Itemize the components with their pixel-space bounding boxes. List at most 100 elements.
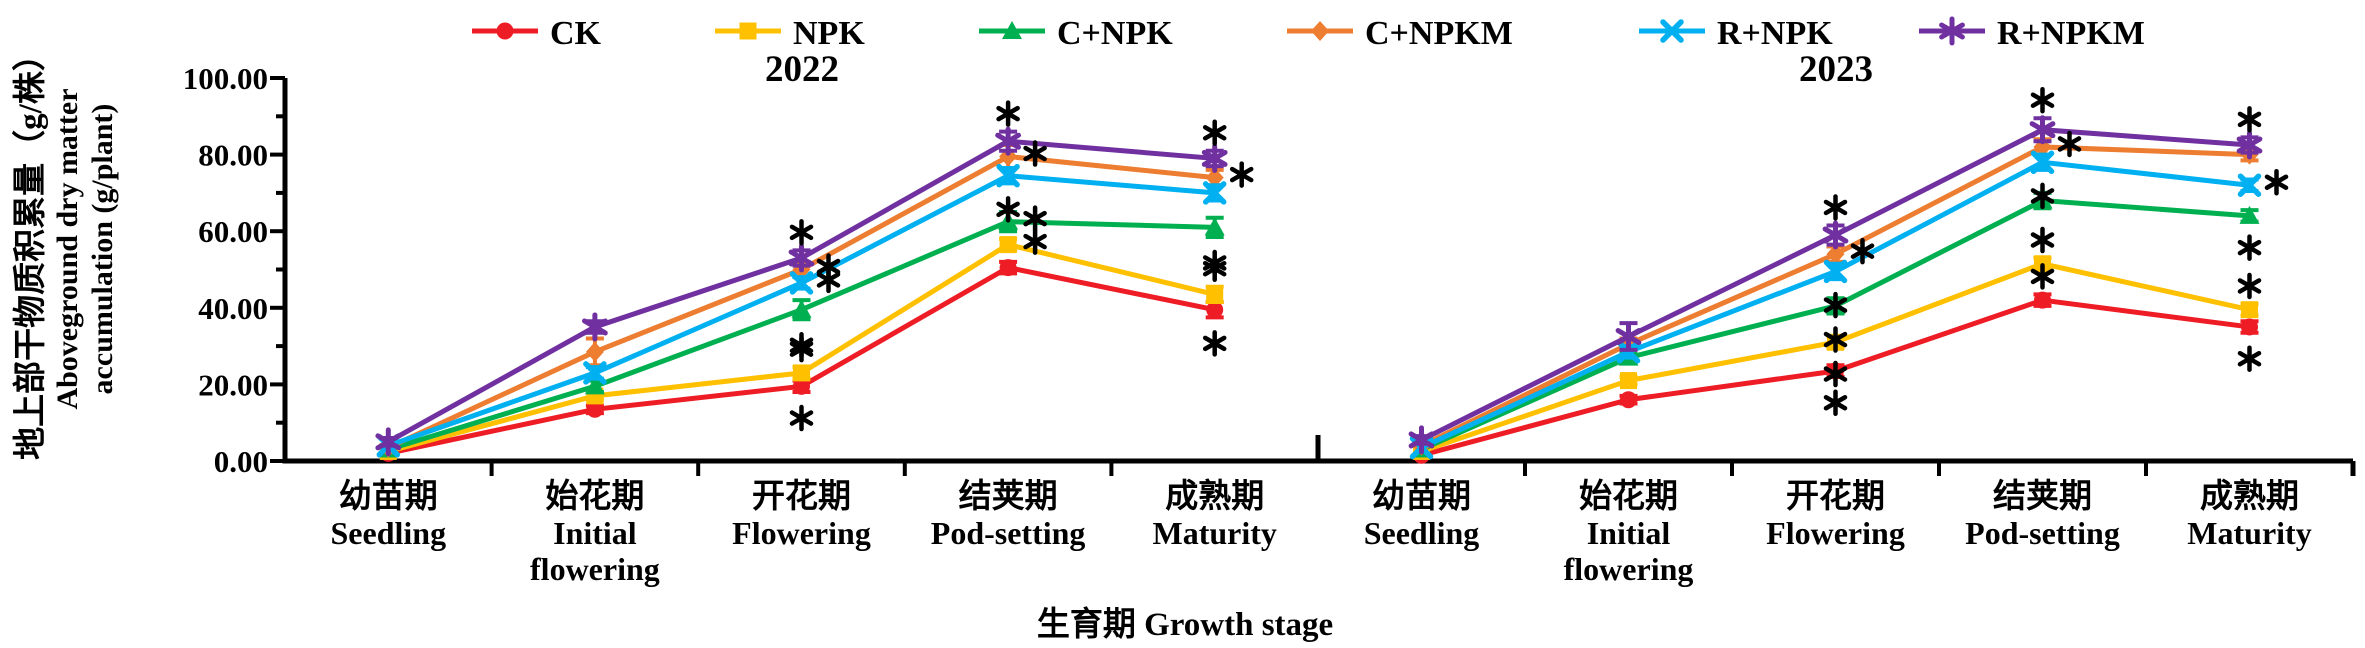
significance-asterisk <box>789 219 814 246</box>
data-point-marker <box>791 299 812 318</box>
legend-label: R+NPK <box>1717 15 1833 52</box>
data-point-marker <box>1206 285 1224 303</box>
stage-label-en: Maturity <box>1152 515 1276 551</box>
y-axis-title: 地上部干物质积累量（g/株） Aboveground dry matter ac… <box>12 28 120 470</box>
stage-label-zh: 成熟期 <box>2200 478 2299 515</box>
significance-asterisk <box>789 404 814 432</box>
significance-asterisk <box>996 100 1020 127</box>
legend: CK NPK C+NPK C+NPKM R+NPK R+NPKM <box>472 15 2145 52</box>
y-tick-label: 80.00 <box>198 138 268 173</box>
significance-asterisk <box>1229 161 1254 188</box>
y-axis-title-zh: 地上部干物质积累量（g/株） <box>13 38 49 460</box>
significance-asterisk <box>2264 168 2289 196</box>
stage-label-zh: 始花期 <box>545 478 644 515</box>
significance-asterisk <box>2237 272 2262 300</box>
data-point-marker <box>2239 205 2260 224</box>
data-point-marker <box>585 341 604 362</box>
significance-asterisk <box>2237 106 2262 133</box>
significance-asterisk <box>1202 119 1227 147</box>
y-axis-title-en-line1: Aboveground dry matter <box>51 88 84 410</box>
y-tick-label: 60.00 <box>198 214 268 249</box>
stage-label-en: Pod-setting <box>931 515 1086 551</box>
stage-label-en: Maturity <box>2187 515 2311 551</box>
stage-label-zh: 结荚期 <box>959 478 1058 515</box>
y-axis-title-en-line2: accumulation (g/plant) <box>86 103 119 395</box>
legend-item-C+NPKM: C+NPKM <box>1287 15 1513 52</box>
data-point-marker <box>375 427 402 457</box>
data-point-marker <box>496 22 514 40</box>
significance-asterisk <box>1202 255 1227 282</box>
data-point-marker <box>1201 143 1228 173</box>
significance-asterisk <box>2030 263 2055 290</box>
data-point-marker <box>2034 291 2051 309</box>
significance-2023 <box>1823 86 2289 416</box>
stage-label-en: Initial <box>553 515 637 551</box>
stage-labels: 幼苗期Seedling始花期Initialflowering开花期Floweri… <box>331 478 2312 587</box>
significance-asterisk <box>1023 140 1047 167</box>
significance-asterisk <box>2057 130 2082 158</box>
data-point-marker <box>1620 391 1637 409</box>
data-point-marker <box>1002 21 1022 39</box>
stage-label-en: flowering <box>1564 551 1694 587</box>
panel-year-label-2023: 2023 <box>1799 49 1873 90</box>
legend-item-C+NPK: C+NPK <box>979 15 1173 52</box>
significance-asterisk <box>1823 360 1848 388</box>
stage-label-zh: 结荚期 <box>1993 478 2092 515</box>
significance-asterisk <box>816 266 841 294</box>
series-line <box>387 138 1215 445</box>
data-point-marker <box>2241 301 2258 319</box>
legend-label: CK <box>550 15 602 52</box>
series-NPK-2023 <box>1413 255 2259 460</box>
legend-item-NPK: NPK <box>715 15 865 52</box>
series-R+NPKM-2022 <box>375 126 1228 457</box>
stage-label-zh: 成熟期 <box>1165 478 1264 515</box>
data-point-marker <box>1939 16 1965 46</box>
axes <box>270 76 2356 476</box>
stage-label-en: flowering <box>530 551 660 587</box>
data-point-marker <box>2030 150 2055 175</box>
significance-asterisk <box>1202 330 1227 357</box>
data-point-marker <box>996 163 1020 188</box>
data-point-marker <box>1205 167 1224 188</box>
data-point-marker <box>2236 130 2263 160</box>
data-point-marker <box>1826 244 1845 265</box>
data-point-marker <box>2237 173 2262 197</box>
legend-item-CK: CK <box>472 15 602 52</box>
data-point-marker <box>1660 19 1684 43</box>
data-point-marker <box>793 377 810 395</box>
significance-asterisk <box>1823 194 1848 221</box>
stage-label-zh: 幼苗期 <box>1372 478 1471 515</box>
data-point-marker <box>788 243 815 273</box>
data-point-marker <box>999 259 1017 277</box>
data-point-marker <box>1206 301 1224 319</box>
y-tick-label: 20.00 <box>198 367 268 402</box>
significance-asterisk <box>2237 234 2262 261</box>
data-point-marker <box>2029 115 2056 145</box>
y-tick-label: 100.00 <box>183 61 268 96</box>
data-point-marker <box>995 126 1021 156</box>
data-point-marker <box>1615 322 1642 352</box>
stage-label-en: Flowering <box>732 515 871 551</box>
legend-label: NPK <box>793 15 865 52</box>
data-point-marker <box>1822 220 1849 250</box>
data-point-marker <box>2241 318 2258 336</box>
series-R+NPK-2023 <box>1409 150 2262 460</box>
stage-label-zh: 始花期 <box>1579 478 1678 515</box>
significance-asterisk <box>1823 291 1848 319</box>
data-point-marker <box>789 271 814 295</box>
y-tick-labels: 0.00 20.00 40.00 60.00 80.00 100.00 <box>183 61 268 479</box>
stage-label-zh: 开花期 <box>752 478 851 515</box>
significance-asterisk <box>1823 326 1848 353</box>
legend-label: C+NPKM <box>1365 15 1513 52</box>
stage-label-en: Initial <box>1587 515 1671 551</box>
data-point-marker <box>586 400 604 418</box>
significance-asterisk <box>1823 389 1848 416</box>
stage-label-en: Flowering <box>1766 515 1905 551</box>
stage-label-zh: 幼苗期 <box>339 478 438 515</box>
data-point-marker <box>1311 21 1329 41</box>
stage-label-zh: 开花期 <box>1786 478 1885 515</box>
y-tick-label: 0.00 <box>214 444 268 479</box>
panel-year-label-2022: 2022 <box>765 49 839 90</box>
stage-label-en: Seedling <box>331 515 447 551</box>
